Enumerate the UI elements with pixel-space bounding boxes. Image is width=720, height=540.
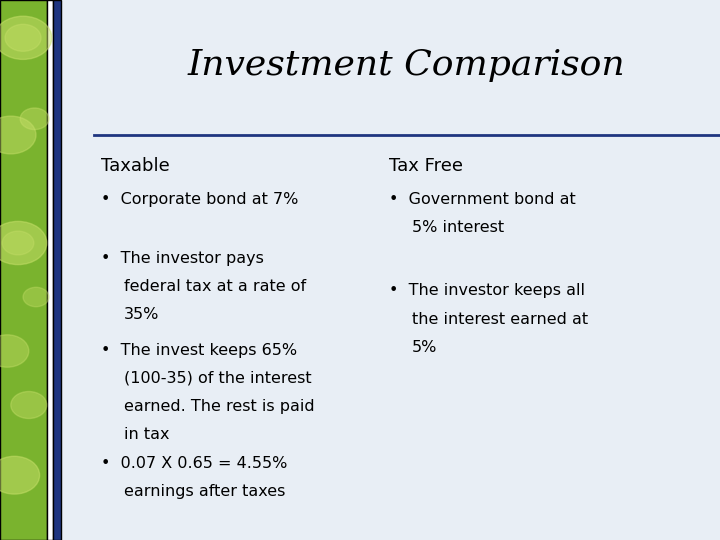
Circle shape [0, 221, 47, 265]
Text: •  The invest keeps 65%: • The invest keeps 65% [101, 343, 297, 358]
Text: the interest earned at: the interest earned at [412, 312, 588, 327]
Text: in tax: in tax [124, 427, 169, 442]
Circle shape [23, 287, 49, 307]
Text: federal tax at a rate of: federal tax at a rate of [124, 279, 306, 294]
Text: Investment Comparison: Investment Comparison [188, 48, 626, 82]
Text: Taxable: Taxable [101, 157, 169, 174]
Text: earnings after taxes: earnings after taxes [124, 484, 285, 500]
Text: •  Government bond at: • Government bond at [389, 192, 575, 207]
Text: 5%: 5% [412, 340, 437, 355]
Text: •  The investor keeps all: • The investor keeps all [389, 284, 585, 299]
FancyBboxPatch shape [47, 0, 53, 540]
Text: 5% interest: 5% interest [412, 220, 504, 235]
Circle shape [5, 24, 41, 51]
Circle shape [0, 335, 29, 367]
Text: earned. The rest is paid: earned. The rest is paid [124, 399, 315, 414]
Circle shape [0, 116, 36, 154]
Circle shape [11, 392, 47, 418]
FancyBboxPatch shape [0, 0, 47, 540]
Text: •  0.07 X 0.65 = 4.55%: • 0.07 X 0.65 = 4.55% [101, 456, 287, 471]
Circle shape [0, 456, 40, 494]
Circle shape [20, 108, 49, 130]
Circle shape [2, 231, 34, 255]
FancyBboxPatch shape [53, 0, 61, 540]
Text: Tax Free: Tax Free [389, 157, 463, 174]
Text: (100-35) of the interest: (100-35) of the interest [124, 371, 312, 386]
Text: 35%: 35% [124, 307, 159, 322]
Text: •  The investor pays: • The investor pays [101, 251, 264, 266]
Text: •  Corporate bond at 7%: • Corporate bond at 7% [101, 192, 298, 207]
Circle shape [0, 16, 52, 59]
